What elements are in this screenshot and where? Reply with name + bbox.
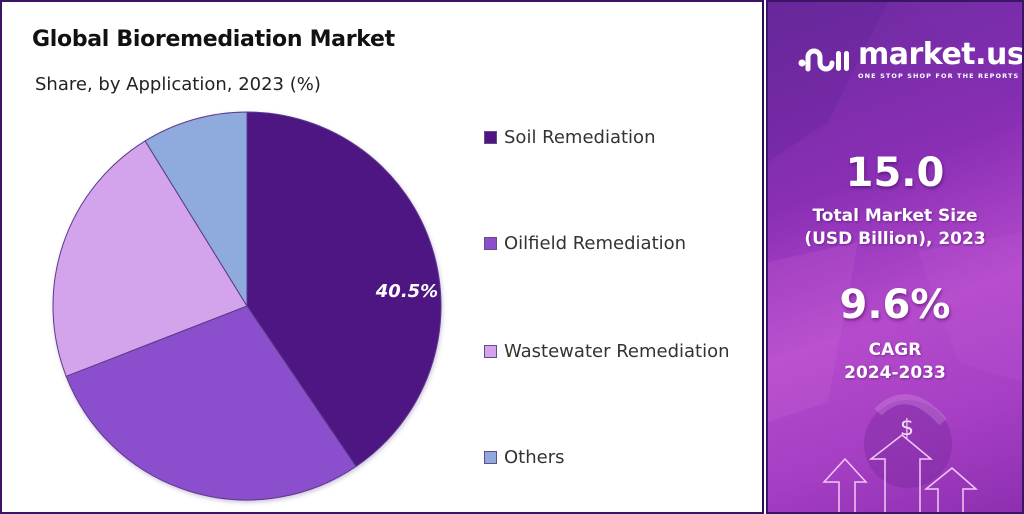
stats-panel: market.us ONE STOP SHOP FOR THE REPORTS … [766,0,1024,514]
legend-swatch [484,237,497,250]
market-us-logo-icon [798,48,849,72]
legend-item-others: Others [484,447,565,468]
legend-item-oilfield-remediation: Oilfield Remediation [484,233,686,254]
cagr-label: CAGR [868,340,922,360]
growth-arrows-icon: $ [822,416,978,512]
brand-tagline: ONE STOP SHOP FOR THE REPORTS [858,72,1020,80]
chart-subtitle: Share, by Application, 2023 (%) [35,74,321,95]
brand-logo: market.us ONE STOP SHOP FOR THE REPORTS [798,37,1024,80]
pie-chart: 40.5% [52,111,442,501]
pie-data-label: 40.5% [375,281,438,302]
cagr-period: 2024-2033 [844,363,946,383]
pie-slice-wastewater-remediation [52,140,248,377]
pie-slice-soil-remediation [246,111,442,468]
market-size-label-line1: Total Market Size [812,206,978,226]
market-size-value: 15.0 [845,150,945,196]
chart-title: Global Bioremediation Market [32,27,395,52]
legend-swatch [484,451,497,464]
legend-swatch [484,345,497,358]
legend-swatch [484,131,497,144]
legend-item-soil-remediation: Soil Remediation [484,127,655,148]
pie-slice-others [144,111,248,308]
legend-label: Others [504,447,565,468]
dollar-icon: $ [900,416,914,441]
cagr-value: 9.6% [839,282,951,328]
pie-slices [52,111,442,501]
pie-slice-oilfield-remediation [65,305,357,501]
legend-label: Oilfield Remediation [504,233,687,254]
market-size-label-line2: (USD Billion), 2023 [804,229,986,249]
legend-item-wastewater-remediation: Wastewater Remediation [484,341,730,362]
legend-label: Wastewater Remediation [504,341,730,362]
brand-name: market.us [858,37,1024,72]
chart-panel: Global Bioremediation Market Share, by A… [0,0,764,514]
legend-label: Soil Remediation [504,127,656,148]
background-decoration [768,2,1022,488]
